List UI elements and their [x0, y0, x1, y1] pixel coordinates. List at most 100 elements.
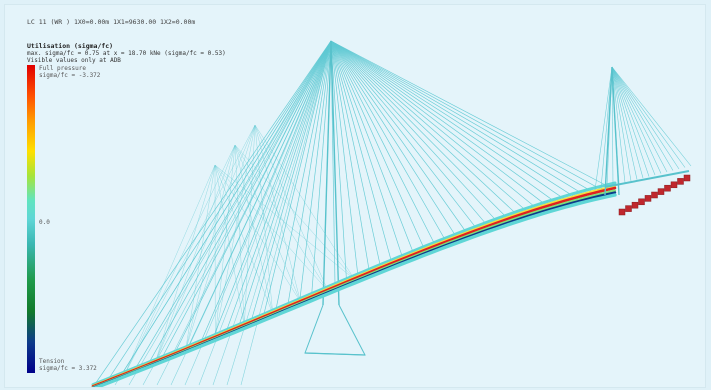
stay-cable	[330, 40, 616, 191]
fan-cable	[214, 164, 301, 303]
stay-cable	[330, 40, 520, 218]
support-block	[683, 174, 691, 182]
stay-cable	[299, 40, 332, 303]
secondary-stay-cable	[611, 66, 680, 170]
legend-top-value: sigma/fc = -3.372	[39, 72, 101, 79]
back-stay-cable	[128, 40, 332, 386]
back-stay-cable	[198, 40, 332, 386]
fan-cable	[214, 164, 329, 292]
stay-cable	[330, 40, 588, 197]
fan-cable	[234, 144, 245, 326]
stay-cable	[330, 40, 382, 270]
secondary-pylon-leg	[604, 66, 613, 196]
fan-cable	[254, 124, 274, 314]
deck-stress-band	[92, 193, 617, 387]
support-block	[651, 191, 658, 199]
fan-cable	[124, 164, 216, 375]
stay-cable	[330, 40, 559, 205]
fan-cable	[214, 164, 274, 315]
fan-cable	[234, 144, 301, 303]
stay-cable	[330, 40, 404, 261]
stay-cable	[330, 40, 578, 200]
stay-cable	[330, 40, 426, 252]
fan-cable	[254, 124, 301, 303]
secondary-stay-cable	[611, 66, 662, 174]
stay-cable	[225, 40, 332, 334]
secondary-stay-cable	[611, 66, 626, 183]
back-stay-cable	[170, 40, 332, 386]
secondary-pylon	[594, 66, 692, 196]
secondary-stay-cable	[611, 66, 686, 168]
stay-cable	[311, 40, 332, 298]
stay-cable	[330, 40, 569, 202]
back-stay-cable	[142, 40, 332, 386]
stay-cable	[92, 40, 332, 387]
stay-cable	[262, 40, 332, 319]
stay-cable	[330, 40, 597, 195]
support-block	[664, 184, 671, 192]
support-block	[618, 208, 626, 216]
fan-cable	[254, 124, 329, 291]
stay-cable	[330, 40, 540, 211]
stay-cable	[330, 40, 510, 221]
stay-cable	[330, 40, 348, 284]
stay-cable	[330, 40, 469, 236]
legend-bottom-value: sigma/fc = 3.372	[39, 365, 97, 372]
bridge-model-view[interactable]	[5, 5, 705, 387]
secondary-stay-cable	[611, 66, 614, 186]
back-stay-cable	[114, 40, 332, 386]
support-block	[670, 181, 678, 189]
legend-top-label: Full pressure	[39, 65, 86, 72]
secondary-pylon-leg	[611, 66, 620, 196]
stay-cable	[330, 40, 448, 244]
back-stay-cable	[240, 40, 332, 386]
fan-cable	[124, 124, 256, 375]
stay-cable	[237, 40, 332, 329]
fan-cable	[234, 144, 274, 315]
support-block	[638, 198, 645, 206]
support-block	[631, 201, 639, 209]
side-span-cables	[124, 124, 355, 375]
viewport-frame[interactable]: LC 11 (WR ) 1X0=0.00m 1X1=9630.00 1X2=0.…	[4, 4, 706, 388]
fan-cable	[185, 164, 216, 351]
fan-cable	[124, 144, 236, 375]
fan-cable	[155, 164, 216, 363]
deck-stress-band	[91, 181, 617, 387]
abutment-supports	[618, 174, 691, 216]
utilisation-colorbar	[27, 65, 35, 373]
stay-cable	[330, 40, 479, 232]
bridge-deck	[91, 181, 617, 387]
legend-visibility-note: Visible values only at ADB	[27, 57, 121, 64]
pier	[304, 304, 366, 356]
approach-deck	[604, 170, 690, 188]
stay-cable	[330, 40, 606, 193]
secondary-stay-cable	[611, 66, 668, 173]
stay-cable	[287, 40, 332, 308]
secondary-stay-cable	[611, 66, 692, 167]
stay-cable	[330, 40, 371, 274]
secondary-stay-cable	[611, 66, 656, 176]
stay-cable	[330, 40, 550, 208]
main-pylon	[322, 40, 340, 306]
stay-cable	[330, 40, 530, 214]
back-stay-cable	[226, 40, 332, 386]
fan-cable	[215, 144, 236, 338]
legend-max-info: max. sigma/fc = 0.75 at x = 18.70 kNe (s…	[27, 50, 226, 57]
pylon-leg-right	[330, 40, 340, 306]
stay-cable	[330, 40, 359, 279]
secondary-stay-cable	[594, 66, 613, 191]
stay-cable	[133, 40, 332, 372]
secondary-stay-cable	[600, 66, 613, 189]
stay-cable	[330, 40, 437, 248]
secondary-stay-cable	[611, 66, 674, 171]
support-block	[644, 195, 652, 202]
support-block	[625, 205, 632, 212]
support-block	[677, 178, 684, 185]
fan-cable	[234, 144, 329, 292]
pier-outline	[304, 304, 366, 356]
fan-cable	[214, 164, 355, 280]
load-case-header: LC 11 (WR ) 1X0=0.00m 1X1=9630.00 1X2=0.…	[27, 18, 196, 26]
fan-cable	[244, 124, 256, 326]
stay-cable	[330, 40, 458, 240]
legend-bottom-label: Tension	[39, 358, 65, 365]
